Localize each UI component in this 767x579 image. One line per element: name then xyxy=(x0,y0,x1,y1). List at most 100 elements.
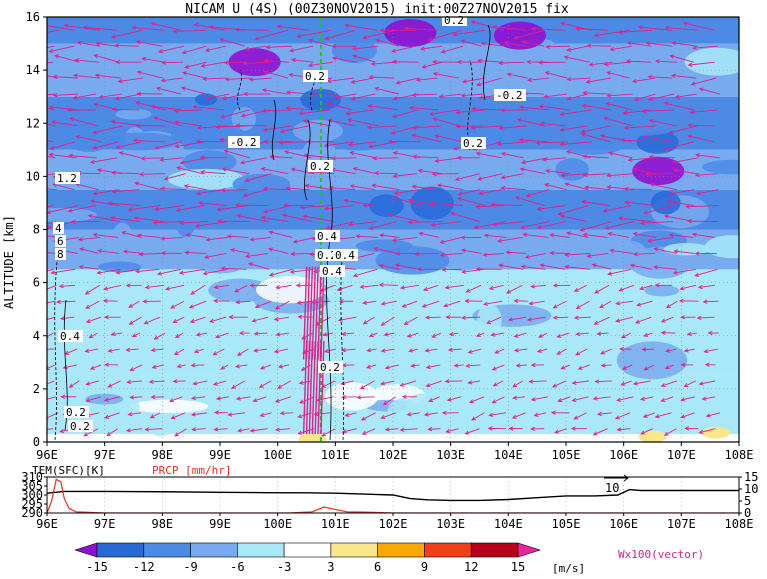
main-panel: 0.20.2-0.2-0.2 0.21.24680.40.20.40.40.20.… xyxy=(2,10,753,462)
wind-vector xyxy=(492,380,504,387)
wind-vector xyxy=(178,268,205,275)
wind-vector xyxy=(581,103,612,111)
wind-vector xyxy=(705,412,721,418)
wind-vector xyxy=(351,45,379,51)
u-patch xyxy=(69,354,145,386)
wind-vector xyxy=(460,315,481,320)
wind-vector xyxy=(228,314,248,320)
contour-label: 0.2 xyxy=(310,160,330,173)
wind-vector xyxy=(536,221,566,230)
wind-vector xyxy=(344,23,378,31)
wind-vector xyxy=(189,316,206,323)
contour-label-box xyxy=(228,136,260,148)
wind-vector xyxy=(274,396,291,403)
wind-vector xyxy=(424,348,438,353)
wind-vector xyxy=(111,107,140,112)
y-tick-label: 2 xyxy=(33,382,40,396)
wind-vector xyxy=(391,59,419,64)
u-patch-warm xyxy=(298,433,327,442)
wind-vector xyxy=(401,300,418,308)
u-patch xyxy=(684,47,739,76)
wind-vector xyxy=(74,58,99,63)
wind-vector xyxy=(645,41,673,47)
wind-vector xyxy=(375,38,400,47)
contour-line xyxy=(237,69,242,111)
bottom-x-tick-label: 98E xyxy=(151,517,173,531)
wind-vector xyxy=(526,316,546,322)
wind-vector xyxy=(425,364,441,370)
wind-vector xyxy=(680,412,695,419)
wind-vector xyxy=(643,135,674,143)
wind-vector xyxy=(403,26,438,31)
wind-vector xyxy=(87,214,120,222)
wind-vector xyxy=(535,140,568,146)
contour-line xyxy=(304,119,311,201)
bottom-x-tick-label: 97E xyxy=(94,517,116,531)
wind-vector xyxy=(616,396,634,402)
wind-vector xyxy=(471,412,485,421)
wind-vector xyxy=(360,412,376,421)
wind-vector xyxy=(235,123,267,128)
wind-vector xyxy=(107,380,121,388)
wind-vector xyxy=(89,364,102,370)
bottom-left-tick-label: 300 xyxy=(21,488,43,502)
wind-vector xyxy=(704,362,716,367)
u-patch xyxy=(129,399,209,414)
wind-vector xyxy=(557,396,571,403)
wind-vector xyxy=(687,134,715,143)
wind-vector xyxy=(188,300,207,309)
x-tick-label: 106E xyxy=(609,448,638,462)
wind-vector xyxy=(183,184,207,191)
wind-vector xyxy=(136,70,163,79)
wind-vector xyxy=(181,45,207,55)
wind-vector xyxy=(223,149,250,159)
wind-vector xyxy=(150,104,182,111)
wind-vector xyxy=(513,29,545,40)
wind-vector xyxy=(559,214,588,222)
wind-vector xyxy=(149,412,161,419)
wind-vector xyxy=(150,394,165,400)
wind-vector xyxy=(684,426,699,431)
x-tick-label: 100E xyxy=(263,448,292,462)
wind-vector xyxy=(170,412,186,420)
tem-line xyxy=(47,488,739,502)
contour-label-box xyxy=(55,172,80,184)
wind-vector xyxy=(654,283,673,288)
wind-vector xyxy=(512,395,525,400)
contour-label-box xyxy=(55,248,66,260)
wind-vector xyxy=(417,168,443,175)
wind-vector xyxy=(526,77,549,83)
wind-vector xyxy=(327,118,356,127)
wind-vector xyxy=(660,330,676,335)
wind-vector xyxy=(411,184,439,191)
wind-vector xyxy=(392,173,418,179)
wind-vector xyxy=(122,249,144,254)
wind-vector xyxy=(226,234,249,239)
wind-vector xyxy=(506,284,523,294)
wind-vector xyxy=(627,157,654,163)
wind-vector xyxy=(564,182,589,191)
wind-vector xyxy=(694,172,718,178)
updraft-vector xyxy=(311,266,316,360)
wind-vector xyxy=(467,348,482,354)
wind-vector xyxy=(131,332,141,338)
u-patch xyxy=(616,341,688,380)
wind-vector xyxy=(606,173,635,178)
wind-vector xyxy=(674,93,697,99)
wind-vector xyxy=(475,151,502,159)
wind-vector xyxy=(236,213,269,222)
wind-vector xyxy=(560,173,589,178)
wind-vector xyxy=(89,157,118,164)
wind-vector xyxy=(640,428,653,435)
u-patch xyxy=(355,239,413,253)
wind-vector xyxy=(467,380,481,385)
wind-vector xyxy=(703,348,718,354)
wind-vector xyxy=(60,316,75,321)
wind-vector xyxy=(456,59,483,65)
wind-vector xyxy=(552,300,567,309)
wind-vector xyxy=(296,300,312,305)
wind-vector xyxy=(278,140,309,145)
contour-line xyxy=(271,99,277,161)
u-patch xyxy=(148,415,174,437)
bottom-left-tick-label: 295 xyxy=(21,497,43,511)
